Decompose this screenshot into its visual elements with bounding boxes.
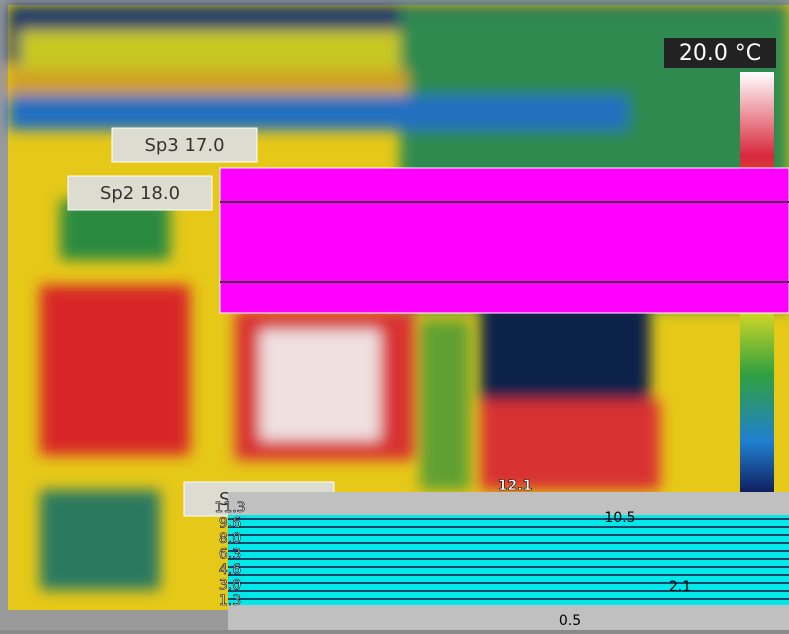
scale-max-box: [664, 38, 776, 68]
left-label: 6.3: [219, 547, 241, 563]
spot-label: Sp2 18.0: [100, 183, 180, 204]
overlay-inner: 10.5: [604, 510, 635, 526]
spot-label: Sp3 17.0: [144, 135, 224, 156]
scale-max: 20.0 °C: [679, 41, 761, 66]
overlay-bottom: 0.5: [559, 613, 581, 629]
left-label: 9.6: [219, 516, 241, 532]
overlay-top: 12.1: [498, 478, 533, 494]
magenta-overlay: [219, 167, 789, 314]
left-label: 1.3: [219, 593, 241, 609]
overlay-inner: 2.1: [669, 579, 691, 595]
overlay-left-labels: 11.39.68.06.34.63.01.3: [214, 500, 246, 610]
spot-box: [111, 127, 258, 163]
spot-box: [67, 175, 213, 211]
cyan-overlay: [228, 492, 789, 630]
left-label: 11.3: [214, 500, 245, 516]
left-label: 4.6: [219, 562, 241, 578]
left-label: 3.0: [219, 578, 241, 594]
left-label: 8.0: [219, 531, 241, 547]
